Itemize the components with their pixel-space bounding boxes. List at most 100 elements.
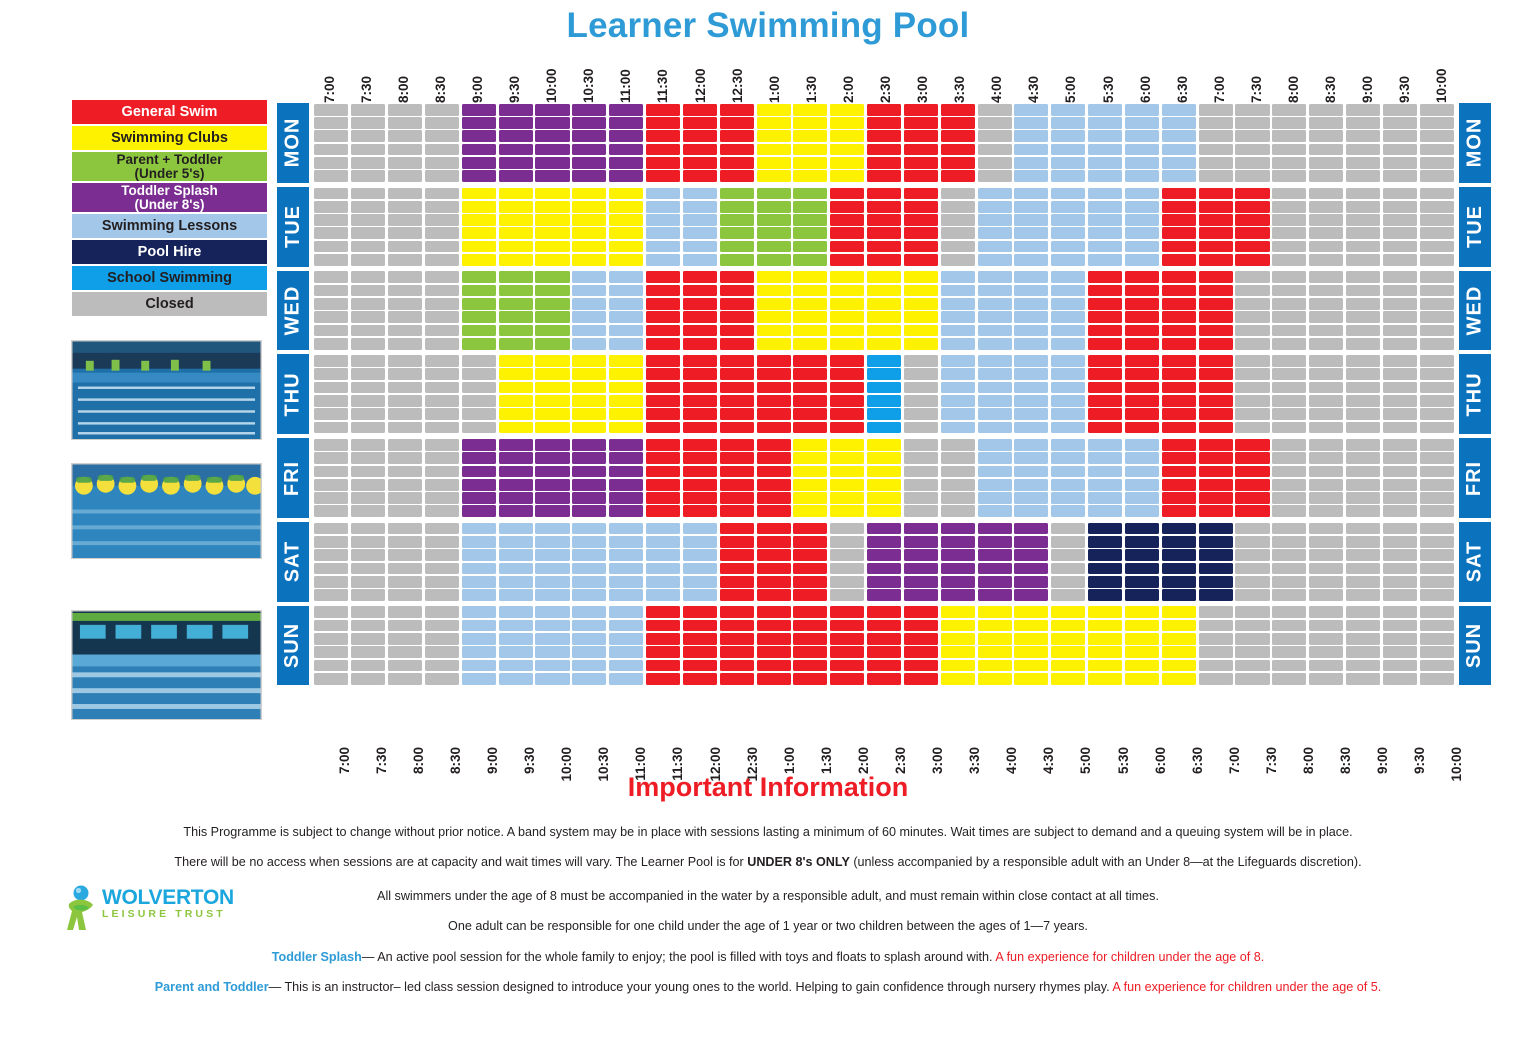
session-cell-mon-5-toddler-splash <box>498 130 533 143</box>
session-cell-thu-27-closed <box>1309 355 1344 367</box>
session-subrow <box>313 535 1455 548</box>
session-cell-thu-19-swimming-lessons <box>1014 395 1049 407</box>
session-cell-sat-23-pool-hire <box>1161 575 1196 588</box>
session-cell-tue-24-general-swim <box>1198 254 1233 266</box>
session-cell-mon-20-swimming-lessons <box>1051 170 1086 182</box>
session-cell-mon-1-closed <box>351 117 386 129</box>
session-cell-tue-11-parent-toddler <box>719 227 754 240</box>
session-cell-sat-6-swimming-lessons <box>535 562 570 575</box>
session-cell-wed-23-general-swim <box>1161 311 1196 323</box>
session-cell-tue-7-swimming-clubs <box>572 200 607 213</box>
session-cell-thu-6-swimming-clubs <box>535 381 570 394</box>
time-label-bottom-15: 2:30 <box>893 747 908 775</box>
session-cell-fri-10-general-swim <box>682 438 717 451</box>
session-cell-mon-27-closed <box>1309 130 1344 143</box>
session-cell-sat-1-closed <box>351 522 386 535</box>
session-cell-sun-21-swimming-clubs <box>1088 646 1123 659</box>
session-cell-mon-11-general-swim <box>719 143 754 156</box>
session-cell-fri-9-general-swim <box>645 465 681 478</box>
session-cell-sat-7-swimming-lessons <box>572 522 607 535</box>
session-cell-thu-22-general-swim <box>1124 368 1160 381</box>
session-cell-sun-12-general-swim <box>756 672 791 685</box>
day-label-left-fri: FRI <box>277 438 309 518</box>
session-cell-mon-0-closed <box>314 117 349 129</box>
session-cell-sun-2-closed <box>388 606 423 619</box>
session-cell-thu-1-closed <box>351 395 386 407</box>
session-cell-tue-3-closed <box>424 240 459 253</box>
session-cell-tue-8-swimming-clubs <box>609 214 644 226</box>
session-cell-fri-16-closed <box>903 438 938 451</box>
session-cell-fri-25-general-swim <box>1235 452 1270 464</box>
session-cell-sat-25-closed <box>1235 536 1270 548</box>
session-cell-fri-16-closed <box>903 505 938 518</box>
session-cell-thu-4-closed <box>461 355 496 367</box>
session-cell-thu-11-general-swim <box>719 421 754 434</box>
session-cell-fri-6-toddler-splash <box>535 465 570 478</box>
session-cell-sat-3-closed <box>424 522 459 535</box>
session-cell-wed-9-general-swim <box>645 284 681 297</box>
session-cell-sun-7-swimming-lessons <box>572 619 607 632</box>
session-cell-wed-17-swimming-lessons <box>940 271 975 284</box>
day-label-text: SAT <box>1463 541 1486 583</box>
session-cell-wed-5-parent-toddler <box>498 324 533 337</box>
session-cell-wed-13-swimming-clubs <box>793 324 828 337</box>
session-cell-thu-25-closed <box>1235 395 1270 407</box>
session-cell-fri-18-swimming-lessons <box>977 465 1012 478</box>
session-cell-sun-15-general-swim <box>867 672 902 685</box>
session-cell-mon-13-swimming-clubs <box>793 143 828 156</box>
session-cell-wed-0-closed <box>314 271 349 284</box>
session-cell-thu-19-swimming-lessons <box>1014 421 1049 434</box>
session-subrow <box>313 240 1455 253</box>
session-cell-fri-15-swimming-clubs <box>867 492 902 504</box>
session-cell-wed-7-swimming-lessons <box>572 324 607 337</box>
session-cell-thu-11-general-swim <box>719 408 754 421</box>
session-cell-thu-10-general-swim <box>682 381 717 394</box>
session-cell-sat-10-swimming-lessons <box>682 536 717 548</box>
session-cell-wed-17-swimming-lessons <box>940 337 975 350</box>
session-cell-sun-1-closed <box>351 619 386 632</box>
session-cell-sat-2-closed <box>388 522 423 535</box>
session-cell-mon-26-closed <box>1272 103 1307 116</box>
session-cell-sun-8-swimming-lessons <box>609 606 644 619</box>
session-cell-wed-1-closed <box>351 297 386 310</box>
session-cell-tue-10-swimming-lessons <box>682 187 717 200</box>
session-cell-wed-16-swimming-clubs <box>903 271 938 284</box>
session-cell-thu-4-closed <box>461 421 496 434</box>
session-cell-fri-22-swimming-lessons <box>1124 438 1160 451</box>
session-cell-fri-30-closed <box>1419 492 1454 504</box>
session-cell-fri-19-swimming-lessons <box>1014 505 1049 518</box>
session-cell-mon-3-closed <box>424 117 459 129</box>
day-label-text: TUE <box>281 205 304 249</box>
session-cell-thu-6-swimming-clubs <box>535 421 570 434</box>
session-cell-sat-29-closed <box>1382 562 1417 575</box>
session-cell-sat-29-closed <box>1382 589 1417 601</box>
session-cell-mon-2-closed <box>388 103 423 116</box>
session-cell-thu-24-general-swim <box>1198 368 1233 381</box>
session-cell-mon-20-swimming-lessons <box>1051 103 1086 116</box>
session-cell-mon-19-swimming-lessons <box>1014 117 1049 129</box>
session-cell-mon-7-toddler-splash <box>572 170 607 182</box>
time-label-top-9: 11:30 <box>655 69 671 103</box>
session-cell-thu-16-closed <box>903 355 938 367</box>
session-cell-wed-3-closed <box>424 284 459 297</box>
session-cell-tue-9-swimming-lessons <box>645 200 681 213</box>
session-cell-tue-14-general-swim <box>830 214 865 226</box>
session-cell-thu-20-swimming-lessons <box>1051 395 1086 407</box>
session-cell-sun-3-closed <box>424 633 459 645</box>
session-cell-fri-30-closed <box>1419 505 1454 518</box>
session-cell-sat-2-closed <box>388 536 423 548</box>
session-cell-fri-3-closed <box>424 492 459 504</box>
session-cell-thu-26-closed <box>1272 408 1307 421</box>
session-cell-wed-8-swimming-lessons <box>609 337 644 350</box>
session-subrow <box>313 522 1455 535</box>
time-label-top-13: 1:30 <box>803 75 819 103</box>
session-cell-sun-1-closed <box>351 606 386 619</box>
session-cell-fri-18-swimming-lessons <box>977 452 1012 464</box>
session-cell-sat-17-toddler-splash <box>940 522 975 535</box>
session-cell-tue-10-swimming-lessons <box>682 254 717 266</box>
session-cell-sat-16-toddler-splash <box>903 536 938 548</box>
session-cell-mon-12-swimming-clubs <box>756 130 791 143</box>
session-cell-thu-19-swimming-lessons <box>1014 381 1049 394</box>
session-cell-fri-0-closed <box>314 478 349 491</box>
session-cell-mon-10-general-swim <box>682 117 717 129</box>
